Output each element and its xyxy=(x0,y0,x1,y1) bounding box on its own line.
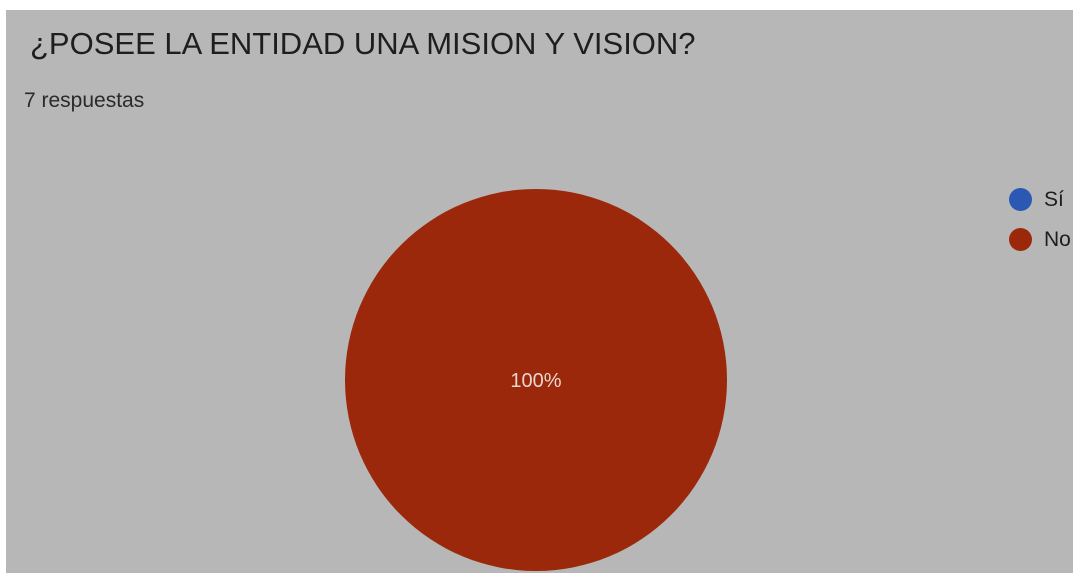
chart-card: ¿POSEE LA ENTIDAD UNA MISION Y VISION? 7… xyxy=(6,10,1073,573)
response-count: 7 respuestas xyxy=(24,89,145,112)
legend-label-no: No xyxy=(1044,227,1071,251)
chart-legend: Sí No xyxy=(1009,188,1071,268)
legend-swatch-si xyxy=(1009,188,1032,211)
chart-title: ¿POSEE LA ENTIDAD UNA MISION Y VISION? xyxy=(30,26,696,61)
legend-label-si: Sí xyxy=(1044,187,1064,211)
pie-slice-no[interactable] xyxy=(345,189,727,571)
pie-chart: 100% xyxy=(345,189,727,571)
legend-swatch-no xyxy=(1009,228,1032,251)
legend-item-no[interactable]: No xyxy=(1009,228,1071,251)
legend-item-si[interactable]: Sí xyxy=(1009,188,1071,211)
slice-percent-label: 100% xyxy=(510,370,561,392)
